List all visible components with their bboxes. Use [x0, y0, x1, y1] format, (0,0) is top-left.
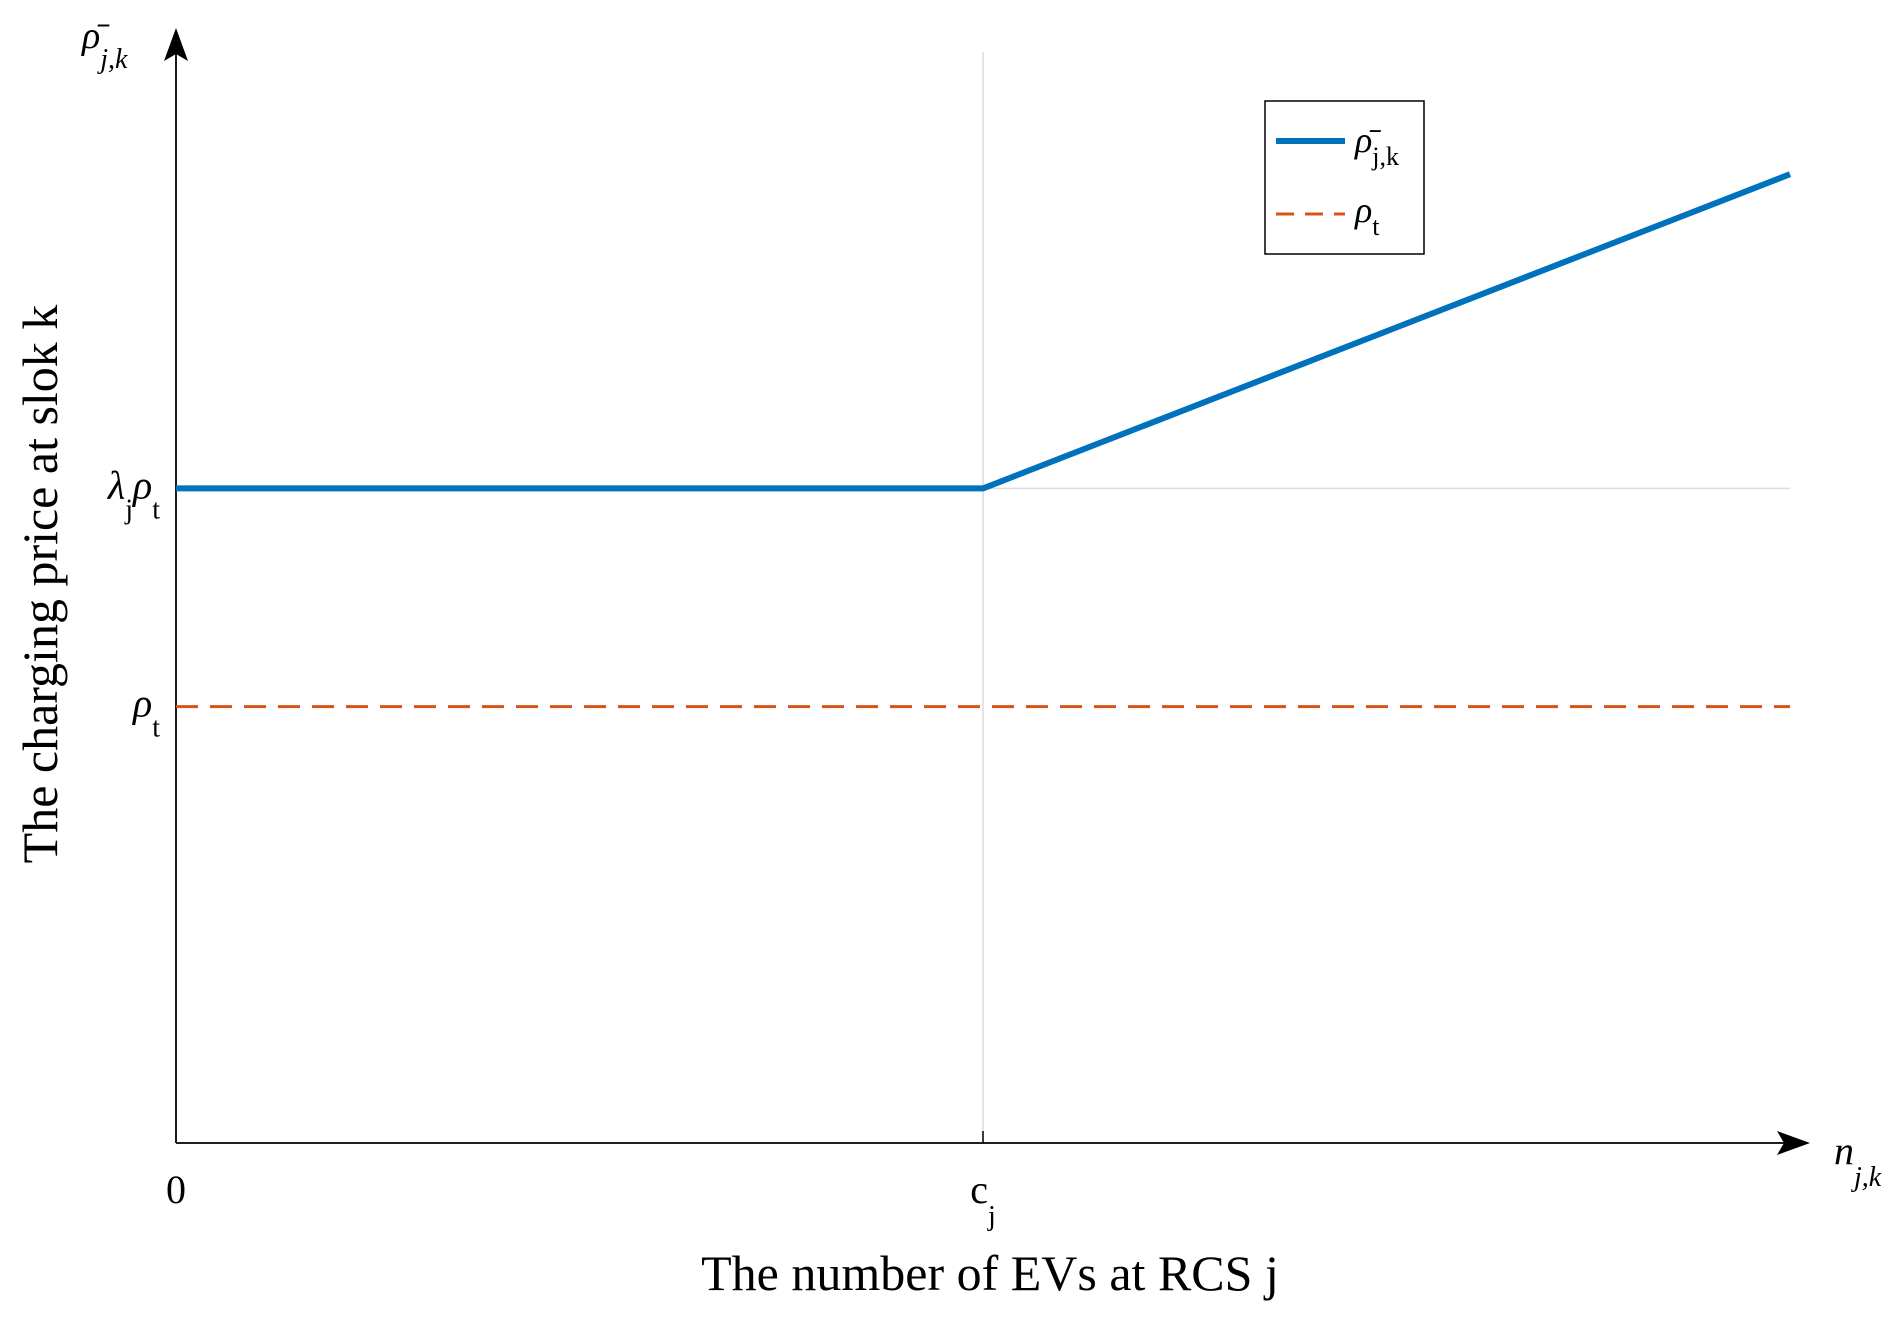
legend-box	[1264, 100, 1425, 255]
y-tick-label: ρt	[131, 681, 160, 744]
y-axis-title: The charging price at slok k	[12, 305, 68, 864]
legend-label-series-1: ρ̄j,k	[1354, 120, 1399, 171]
legend: ρ̄j,k ρt	[1264, 100, 1425, 255]
series-layer	[176, 171, 1792, 709]
tick-labels: 0 cj λjρt ρt	[107, 462, 996, 1232]
y-axis-end-label: ρ̄j,k	[81, 15, 128, 75]
x-tick-label: 0	[166, 1167, 186, 1212]
x-axis-arrow-icon	[1777, 1131, 1810, 1155]
y-tick-label: λjρt	[107, 462, 160, 525]
reference-lines	[176, 52, 1790, 1143]
x-axis-end-label: nj,k	[1834, 1128, 1882, 1193]
legend-label-series-2: ρt	[1354, 190, 1380, 241]
x-tick-label: cj	[970, 1167, 996, 1232]
axes	[164, 28, 1810, 1155]
y-axis-arrow-icon	[164, 28, 188, 61]
x-axis-title: The number of EVs at RCS j	[701, 1245, 1279, 1301]
series-line-1	[176, 171, 1792, 492]
